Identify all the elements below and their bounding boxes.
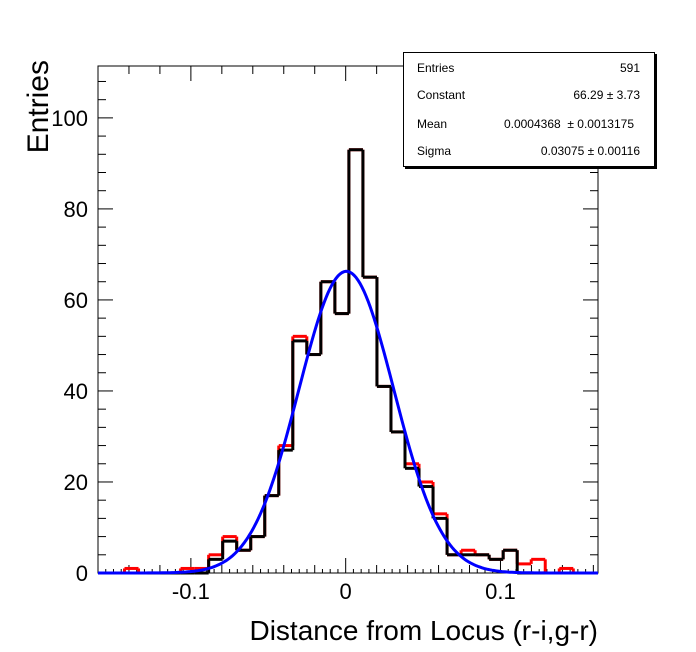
axis-frame [97,65,599,574]
gaussian-fit-curve [98,269,598,575]
y-tick-label: 40 [64,379,88,404]
y-tick-label: 100 [51,106,88,131]
stats-row-mean: Mean 0.0004368 ± 0.0013175 [417,117,640,137]
stats-row-sigma: Sigma 0.03075 ± 0.00116 [417,144,640,164]
y-axis-label: Entries [22,60,55,153]
stats-label: Mean [417,117,448,131]
x-axis-label: Distance from Locus (r-i,g-r) [249,615,598,646]
stats-label: Sigma [417,144,452,158]
x-tick-label: 0.1 [485,579,516,604]
stats-row-constant: Constant 66.29 ± 3.73 [417,88,640,108]
y-tick-label: 20 [64,470,88,495]
y-tick-label: 60 [64,288,88,313]
stats-value: 0.03075 ± 0.00116 [540,144,640,158]
stats-value: 591 [619,61,640,75]
stats-value: 66.29 ± 3.73 [573,88,640,102]
stats-label: Constant [417,88,466,102]
stats-label: Entries [417,61,455,75]
x-tick-label: 0 [340,579,352,604]
stats-value: 0.0004368 ± 0.0013175 [503,117,634,131]
stats-box: Entries 591 Constant 66.29 ± 3.73 Mean 0.00… [403,52,655,167]
y-tick-label: 0 [76,561,88,586]
stats-row-entries: Entries 591 [417,61,640,81]
y-tick-label: 80 [64,197,88,222]
x-tick-label: -0.1 [172,579,210,604]
